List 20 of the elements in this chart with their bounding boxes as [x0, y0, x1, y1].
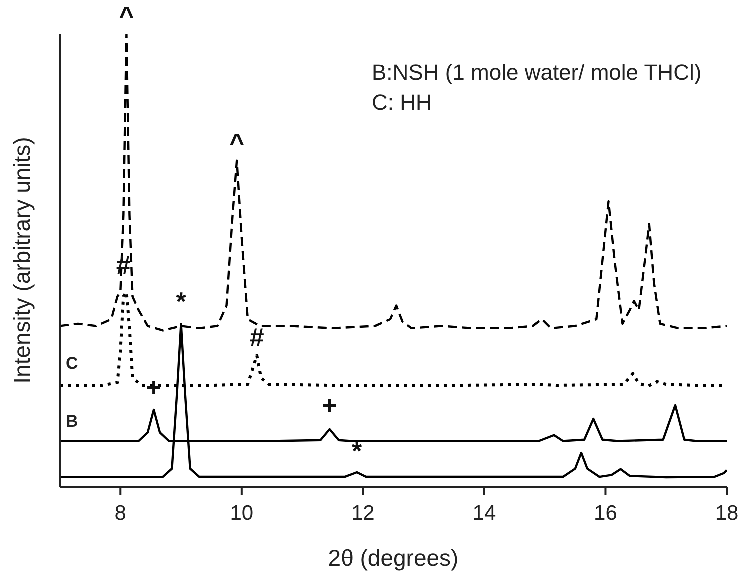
x-tick-label: 10 [230, 502, 254, 525]
annotation: ^ [229, 128, 245, 158]
annotation: C [66, 354, 78, 373]
annotation: C: HH [372, 89, 433, 117]
x-tick-label: 8 [114, 502, 126, 525]
y-axis-title: Intensity (arbitrary units) [9, 137, 36, 384]
annotation: ^ [119, 1, 134, 31]
x-tick-label: 12 [352, 502, 375, 525]
annotation: # [116, 250, 132, 280]
x-tick-label: 18 [715, 502, 739, 525]
x-tick-label: 16 [594, 502, 618, 525]
annotation: + [146, 372, 162, 402]
annotation: B [66, 412, 78, 431]
x-axis-title: 2θ (degrees) [328, 545, 459, 571]
annotation: + [322, 390, 338, 421]
annotation: * [176, 286, 188, 316]
annotation: B:NSH (1 mole water/ mole THCl) [372, 59, 702, 87]
annotation: # [250, 322, 265, 353]
x-tick-label: 14 [472, 502, 496, 525]
annotation: * [352, 436, 364, 466]
